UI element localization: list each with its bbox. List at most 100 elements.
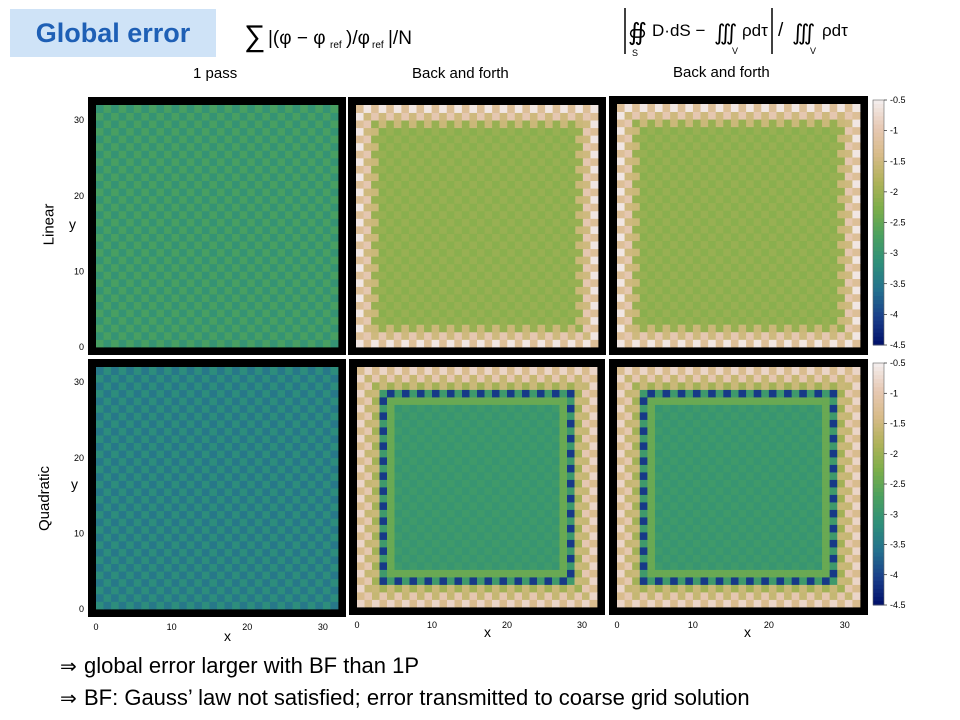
- heatmap-cell: [408, 165, 417, 174]
- heatmap-cell: [371, 127, 380, 136]
- heatmap-cell: [670, 271, 679, 280]
- heatmap-cell: [462, 502, 470, 510]
- heatmap-cell: [692, 240, 701, 249]
- heatmap-cell: [799, 179, 808, 188]
- heatmap-cell: [776, 301, 785, 310]
- heatmap-cell: [141, 465, 150, 474]
- heatmap-cell: [408, 127, 417, 136]
- heatmap-cell: [363, 271, 372, 280]
- heatmap-cell: [567, 442, 575, 450]
- heatmap-cell: [522, 150, 531, 159]
- heatmap-cell: [424, 301, 433, 310]
- heatmap-cell: [829, 278, 838, 287]
- heatmap-cell: [96, 397, 104, 406]
- heatmap-cell: [454, 157, 463, 166]
- heatmap-cell: [462, 419, 470, 428]
- heatmap-cell: [133, 480, 142, 489]
- heatmap-cell: [552, 120, 561, 129]
- heatmap-cell: [285, 450, 294, 459]
- heatmap-cell: [574, 539, 583, 548]
- heatmap-cell: [322, 389, 331, 398]
- heatmap-cell: [300, 548, 309, 557]
- heatmap-cell: [439, 569, 448, 578]
- heatmap-cell: [277, 510, 286, 519]
- heatmap-cell: [574, 457, 583, 465]
- heatmap-cell: [582, 157, 591, 166]
- heatmap-cell: [239, 578, 248, 587]
- heatmap-cell: [179, 593, 188, 602]
- heatmap-cell: [111, 135, 120, 144]
- heatmap-cell: [292, 495, 301, 504]
- heatmap-cell: [357, 569, 365, 578]
- colorbar-tick-label: -4.5: [890, 340, 906, 350]
- heatmap-cell: [514, 562, 523, 570]
- heatmap-cell: [439, 464, 448, 473]
- heatmap-cell: [118, 120, 127, 129]
- heatmap-cell: [96, 241, 104, 250]
- heatmap-cell: [96, 465, 104, 474]
- heatmap-cell: [141, 157, 150, 166]
- heatmap-cell: [432, 524, 440, 533]
- heatmap-cell: [477, 210, 485, 219]
- heatmap-cell: [545, 233, 554, 242]
- heatmap-cell: [387, 464, 395, 473]
- heatmap-cell: [529, 301, 538, 310]
- heatmap-cell: [507, 256, 516, 265]
- heatmap-cell: [814, 157, 823, 166]
- heatmap-cell: [148, 271, 157, 280]
- heatmap-cell: [186, 601, 195, 610]
- heatmap-cell: [545, 301, 554, 310]
- heatmap-cell: [277, 150, 286, 159]
- heatmap-cell: [330, 601, 339, 610]
- heatmap-cell: [582, 309, 591, 318]
- heatmap-cell: [791, 263, 800, 272]
- heatmap-cell: [262, 218, 271, 227]
- heatmap-cell: [254, 120, 263, 129]
- heatmap-cell: [432, 532, 440, 540]
- heatmap-cell: [126, 301, 135, 310]
- heatmap-cell: [322, 248, 331, 257]
- heatmap-cell: [799, 293, 808, 302]
- heatmap-cell: [322, 188, 331, 197]
- heatmap-cell: [723, 179, 732, 188]
- heatmap-cell: [507, 562, 515, 570]
- heatmap-cell: [507, 286, 516, 295]
- heatmap-cell: [194, 105, 203, 113]
- heatmap-cell: [186, 278, 195, 287]
- heatmap-cell: [574, 502, 583, 510]
- heatmap-cell: [590, 188, 599, 197]
- heatmap-cell: [239, 427, 248, 436]
- heatmap-cell: [179, 142, 188, 151]
- heatmap-cell: [768, 248, 777, 257]
- heatmap-cell: [507, 331, 516, 340]
- heatmap-cell: [330, 157, 339, 166]
- heatmap-cell: [103, 271, 112, 280]
- heatmap-cell: [307, 601, 316, 610]
- heatmap-cell: [394, 517, 403, 525]
- heatmap-cell: [402, 457, 410, 465]
- heatmap-cell: [670, 126, 679, 135]
- heatmap-cell: [537, 173, 546, 182]
- heatmap-cell: [300, 450, 309, 459]
- heatmap-cell: [133, 404, 142, 413]
- heatmap-cell: [156, 309, 165, 318]
- heatmap-cell: [462, 509, 470, 518]
- heatmap-cell: [723, 286, 732, 295]
- heatmap-cell: [776, 157, 785, 166]
- heatmap-cell: [357, 599, 365, 608]
- heatmap-cell: [560, 142, 569, 151]
- heatmap-cell: [590, 135, 599, 144]
- heatmap-cell: [194, 419, 203, 428]
- heatmap-cell: [677, 240, 686, 249]
- heatmap-cell: [753, 233, 762, 242]
- heatmap-cell: [552, 301, 561, 310]
- heatmap-cell: [300, 120, 309, 129]
- heatmap-cell: [837, 271, 846, 280]
- heatmap-cell: [378, 142, 387, 151]
- heatmap-cell: [582, 472, 590, 480]
- heatmap-cell: [477, 331, 485, 340]
- heatmap-cell: [837, 324, 846, 333]
- heatmap-cell: [617, 293, 625, 302]
- heatmap-cell: [662, 286, 671, 295]
- heatmap-cell: [262, 309, 271, 318]
